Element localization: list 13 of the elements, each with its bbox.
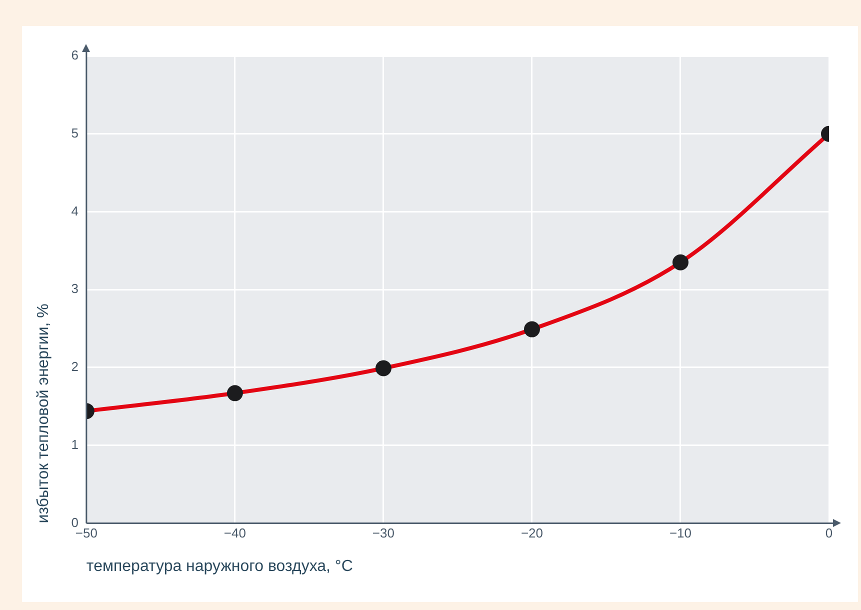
x-tick-label: −30 (372, 526, 394, 541)
x-axis-title: температура наружного воздуха, °C (86, 558, 353, 575)
x-tick-label: −20 (520, 526, 544, 541)
x-tick-label: −10 (669, 526, 692, 541)
y-tick-label: 1 (71, 436, 78, 452)
y-axis-title: избыток тепловой энергии, % (35, 304, 52, 524)
x-tick-label: −40 (224, 526, 246, 541)
y-tick-label: 3 (71, 281, 78, 296)
y-tick-label: 5 (71, 125, 78, 140)
y-tick-label: 4 (71, 203, 78, 218)
x-tick-label: 0 (825, 526, 833, 541)
y-tick-label: 2 (71, 359, 78, 374)
y-tick-label: 6 (71, 48, 78, 63)
